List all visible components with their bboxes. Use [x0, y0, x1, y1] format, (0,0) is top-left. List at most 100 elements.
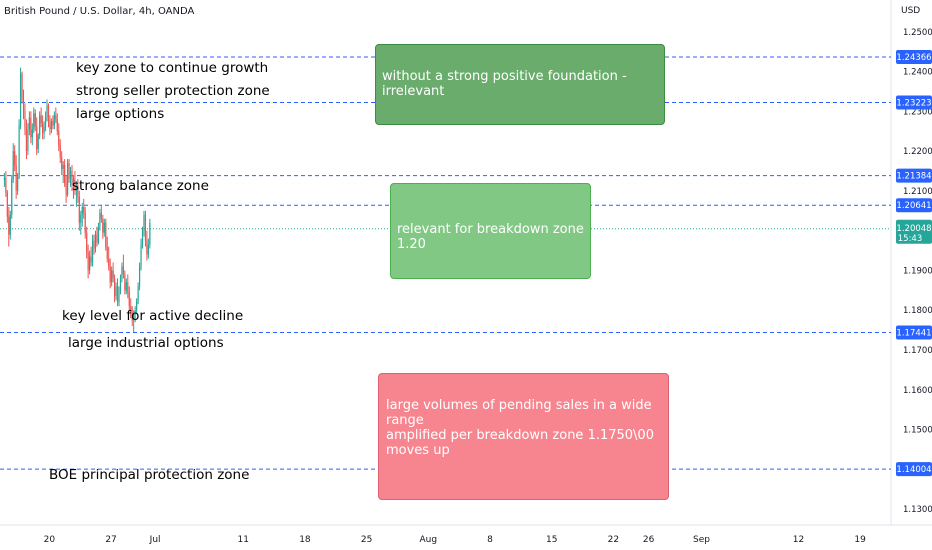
- candle-body-33: [52, 121, 54, 126]
- candle-body-24: [39, 115, 41, 136]
- candle-body-90: [136, 301, 138, 311]
- note-box-irrelevant-text: without a strong positive foundation - i…: [382, 69, 627, 99]
- candle-body-96: [144, 214, 147, 241]
- level-badge-label-4: 1.17441: [896, 328, 931, 338]
- level-badge-label-3: 1.20641: [896, 201, 931, 211]
- candle-body-29: [46, 105, 48, 118]
- note-box-irrelevant[interactable]: without a strong positive foundation - i…: [375, 44, 665, 125]
- candle-body-71: [108, 258, 110, 267]
- candle-body-95: [143, 214, 145, 231]
- candle-body-78: [118, 290, 120, 303]
- candle-body-98: [147, 244, 149, 255]
- candle-body-11: [19, 73, 22, 126]
- candle-body-89: [134, 310, 136, 315]
- candle-body-22: [36, 126, 38, 150]
- price-tick-10: 1.15000: [903, 426, 932, 436]
- note-box-relevant[interactable]: relevant for breakdown zone 1.20: [390, 183, 591, 279]
- candle-body-84: [127, 282, 129, 293]
- time-tick-6: Aug: [420, 535, 438, 545]
- candle-body-73: [111, 270, 113, 283]
- time-tick-5: 25: [361, 535, 372, 545]
- time-tick-1: 27: [105, 535, 116, 545]
- candle-body-88: [133, 314, 135, 321]
- candle-body-51: [78, 196, 80, 223]
- level-badge-5: [896, 462, 932, 477]
- annotation-seller-protection: strong seller protection zone: [76, 83, 270, 99]
- candle-body-2: [6, 192, 8, 217]
- candle-body-8: [15, 165, 17, 191]
- candle-body-7: [14, 151, 16, 166]
- note-box-line-2: amplified per breakdown zone 1.1750\00: [386, 428, 654, 443]
- candle-body-75: [113, 278, 116, 297]
- time-tick-4: 18: [299, 535, 311, 545]
- candle-body-13: [22, 99, 25, 112]
- candle-body-69: [105, 222, 107, 247]
- price-tick-12: 1.13000: [903, 505, 932, 515]
- horizontal-levels: [0, 56, 891, 470]
- candle-body-19: [31, 129, 33, 138]
- time-tick-0: 20: [44, 535, 56, 545]
- candle-body-80: [121, 266, 123, 279]
- level-badge-2: [896, 168, 932, 183]
- last-price-badge: [896, 219, 932, 244]
- candle-body-32: [50, 121, 53, 130]
- candle-body-5: [11, 178, 13, 215]
- candle-body-55: [84, 212, 86, 233]
- candle-body-57: [87, 252, 89, 271]
- note-box-line-3: moves up: [386, 443, 450, 458]
- candle-body-39: [61, 157, 63, 170]
- annotation-balance-zone: strong balance zone: [72, 178, 209, 194]
- candle-body-58: [89, 256, 91, 271]
- candle-body-34: [53, 115, 55, 126]
- candle-body-94: [141, 230, 144, 245]
- candle-body-44: [68, 163, 70, 179]
- candle-body-66: [100, 212, 102, 219]
- candle-body-12: [21, 73, 23, 100]
- candle-body-40: [62, 165, 64, 170]
- currency-label: USD: [901, 6, 921, 16]
- candle-body-3: [8, 216, 10, 235]
- candle-body-86: [130, 306, 132, 313]
- time-tick-13: 19: [854, 535, 866, 545]
- candle-body-1: [5, 177, 7, 193]
- price-tick-7: 1.18000: [903, 306, 932, 316]
- time-tick-12: 12: [793, 535, 804, 545]
- level-badge-label-5: 1.14004: [896, 465, 931, 475]
- candle-body-92: [138, 266, 141, 287]
- level-badge-3: [896, 198, 932, 213]
- candle-body-68: [103, 222, 105, 233]
- time-tick-10: 26: [643, 535, 655, 545]
- candle-body-99: [149, 222, 151, 245]
- time-tick-7: 8: [487, 535, 493, 545]
- candle-body-76: [115, 286, 117, 297]
- price-badges: 1.24366 1.23223 1.21384 1.20641 1.17441 1.140…: [896, 50, 932, 477]
- candle-body-6: [12, 151, 14, 179]
- candle-body-54: [83, 206, 85, 213]
- note-box-relevant-text: relevant for breakdown zone 1.20: [397, 222, 584, 252]
- price-tick-2: 1.23000: [903, 107, 932, 117]
- candle-body-14: [24, 111, 26, 130]
- candle-body-16: [27, 129, 29, 152]
- annotation-key-level-decline: key level for active decline: [62, 308, 244, 324]
- time-tick-9: 22: [608, 535, 619, 545]
- candle-body-81: [122, 266, 125, 275]
- candle-body-25: [40, 115, 42, 124]
- candle-body-65: [99, 212, 101, 227]
- level-badge-label-2: 1.21384: [896, 172, 931, 182]
- candle-body-56: [86, 232, 88, 253]
- candle-body-30: [47, 105, 50, 124]
- candle-body-53: [81, 206, 83, 215]
- candle-body-63: [96, 234, 98, 243]
- note-box-line-1: large volumes of pending sales in a wide…: [386, 398, 652, 428]
- candle-body-27: [43, 126, 45, 134]
- candle-body-77: [116, 286, 119, 303]
- candle-body-93: [140, 244, 142, 267]
- candle-body-64: [97, 226, 100, 243]
- candle-body-85: [128, 292, 130, 307]
- time-tick-11: Sep: [693, 535, 710, 545]
- note-box-pending-sales[interactable]: large volumes of pending sales in a wide…: [378, 373, 669, 500]
- candle-body-67: [102, 218, 104, 233]
- level-badge-4: [896, 325, 932, 340]
- symbol-title: British Pound / U.S. Dollar, 4h, OANDA: [4, 6, 195, 17]
